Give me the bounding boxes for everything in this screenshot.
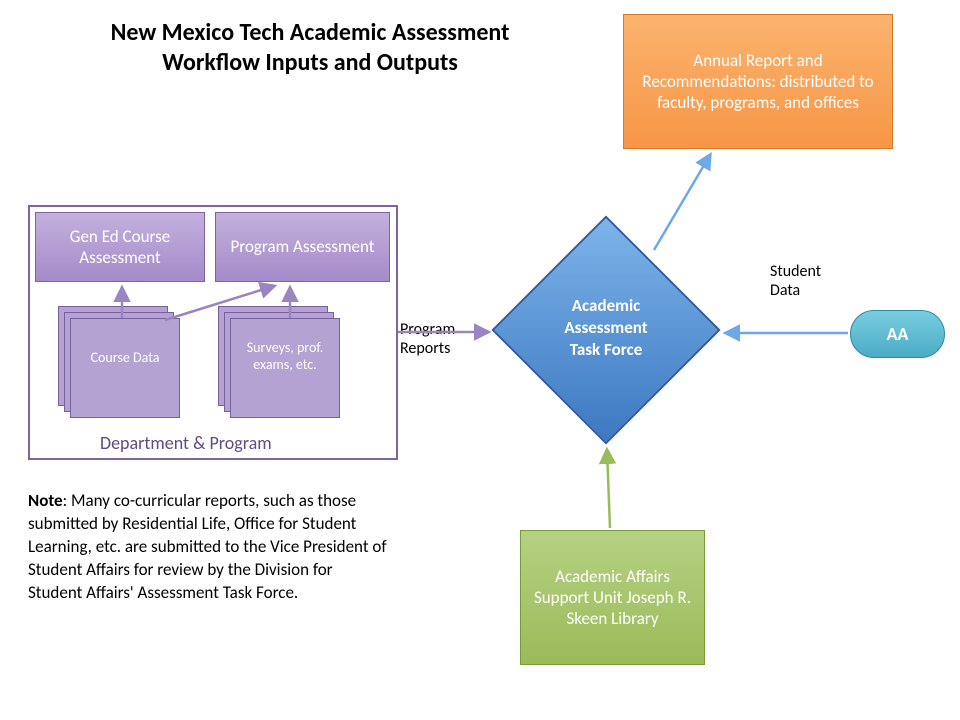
surveys-stack: Surveys, prof. exams, etc. <box>230 318 340 418</box>
program-reports-text: Program Reports <box>400 320 455 358</box>
title-line-1: New Mexico Tech Academic Assessment <box>111 18 510 47</box>
arrow-support-to-diamond <box>607 450 610 528</box>
annual-report-box: Annual Report and Recommendations: distr… <box>623 14 893 149</box>
title-line-2: Workflow Inputs and Outputs <box>162 48 458 77</box>
gen-ed-text: Gen Ed Course Assessment <box>40 226 200 269</box>
support-unit-text: Academic Affairs Support Unit Joseph R. … <box>529 566 696 630</box>
program-assessment-box: Program Assessment <box>215 212 390 282</box>
aa-text: AA <box>887 323 909 345</box>
diamond-label: Academic Assessment Task Force <box>491 295 721 361</box>
gen-ed-box: Gen Ed Course Assessment <box>35 212 205 282</box>
program-reports-label: Program Reports <box>400 320 480 358</box>
page-title: New Mexico Tech Academic Assessment Work… <box>60 18 560 78</box>
course-data-stack: Course Data <box>70 318 180 418</box>
student-data-label: Student Data <box>770 262 850 300</box>
course-data-label: Course Data <box>70 350 180 367</box>
surveys-label: Surveys, prof. exams, etc. <box>230 340 340 374</box>
note-bold: Note <box>28 490 63 511</box>
annual-report-text: Annual Report and Recommendations: distr… <box>632 50 884 114</box>
program-assessment-text: Program Assessment <box>231 236 375 257</box>
diamond-line-3: Task Force <box>570 339 643 360</box>
diamond-line-2: Assessment <box>564 317 647 338</box>
task-force-diamond: Academic Assessment Task Force <box>491 215 721 445</box>
aa-capsule: AA <box>850 310 945 358</box>
footnote: Note: Many co-curricular reports, such a… <box>28 490 388 605</box>
diamond-line-1: Academic <box>572 295 641 316</box>
note-body: : Many co-curricular reports, such as th… <box>28 490 387 603</box>
department-program-label: Department & Program <box>100 432 272 454</box>
student-data-text: Student Data <box>770 262 821 300</box>
doc-front <box>70 318 180 418</box>
support-unit-box: Academic Affairs Support Unit Joseph R. … <box>520 530 705 665</box>
